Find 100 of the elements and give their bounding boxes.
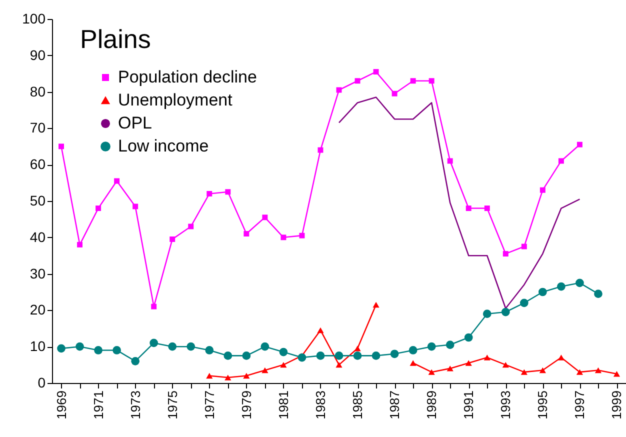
point [446, 340, 454, 349]
point [244, 231, 250, 236]
point [484, 354, 490, 360]
point [594, 367, 602, 374]
point [372, 302, 380, 308]
point [150, 338, 158, 348]
point [336, 362, 342, 368]
point [298, 353, 306, 362]
point [224, 374, 232, 380]
x-tick-label: 1985 [350, 390, 366, 420]
point [299, 232, 305, 238]
y-tick-label: 30 [30, 265, 46, 282]
point [501, 308, 510, 316]
point [427, 342, 436, 351]
x-tick-label: 1983 [312, 390, 328, 420]
y-tick-label: 10 [30, 338, 46, 354]
x-tick-label: 1973 [128, 390, 143, 420]
point [131, 356, 140, 366]
point [539, 367, 546, 374]
point [392, 90, 398, 96]
y-tick-label: 40 [30, 228, 46, 245]
point [520, 369, 528, 375]
point [502, 362, 509, 368]
point [390, 350, 399, 358]
point [447, 158, 453, 164]
point [260, 342, 270, 351]
x-tick-label: 1969 [54, 390, 69, 420]
point [353, 352, 362, 360]
point [170, 236, 176, 242]
point [521, 244, 527, 250]
point [482, 310, 492, 318]
point [538, 288, 547, 296]
point [280, 234, 286, 240]
legend-label: Population decline [118, 68, 257, 86]
x-tick-label: 1987 [387, 390, 402, 420]
point [428, 78, 434, 84]
point [114, 178, 120, 184]
x-tick-label: 1991 [461, 390, 476, 420]
point [466, 206, 472, 212]
x-tick-label: 1995 [535, 390, 550, 420]
point [354, 346, 361, 352]
point [558, 354, 564, 360]
point [373, 69, 379, 75]
point [280, 362, 287, 368]
y-tick-label: 90 [30, 46, 46, 63]
point [576, 142, 582, 148]
point [224, 352, 232, 360]
point [151, 304, 157, 310]
point [262, 367, 268, 374]
point [558, 158, 564, 164]
legend-label: Low income [118, 136, 209, 156]
y-tick-label: 60 [30, 156, 46, 172]
point [225, 189, 231, 195]
x-tick-label: 1971 [90, 390, 106, 420]
y-tick-label: 20 [30, 302, 46, 318]
point [132, 204, 138, 210]
point [410, 78, 416, 84]
point [168, 342, 177, 351]
point [354, 78, 360, 84]
point [94, 346, 102, 354]
x-tick-label: 1999 [609, 390, 624, 420]
x-tick-label: 1979 [238, 390, 254, 420]
point [428, 369, 435, 375]
point [464, 333, 473, 342]
point [186, 342, 196, 351]
point [262, 214, 268, 220]
point [557, 282, 566, 291]
point [58, 144, 64, 150]
x-tick-label: 1981 [276, 390, 291, 420]
point [243, 372, 250, 379]
point [336, 87, 342, 93]
point [540, 187, 546, 193]
x-tick-label: 1975 [164, 390, 180, 420]
point [410, 360, 416, 366]
point [334, 352, 344, 360]
point [594, 290, 602, 298]
point [96, 206, 102, 212]
point [242, 352, 251, 360]
point [76, 342, 84, 351]
point [205, 346, 214, 354]
y-tick-label: 100 [22, 10, 46, 26]
point [484, 206, 490, 212]
point [520, 298, 528, 308]
y-tick-label: 0 [38, 374, 46, 390]
point [316, 352, 325, 360]
point [206, 372, 213, 379]
point [576, 278, 584, 288]
x-tick-label: 1993 [498, 390, 514, 420]
x-tick-label: 1977 [202, 390, 217, 420]
y-tick-label: 80 [30, 83, 46, 100]
point [446, 366, 454, 372]
point [279, 348, 288, 356]
point [372, 352, 380, 360]
x-tick-label: 1989 [424, 390, 440, 420]
chart-title: Plains [80, 24, 151, 54]
point [318, 147, 324, 153]
point [188, 224, 194, 230]
legend-label: OPL [118, 114, 152, 132]
point [576, 369, 583, 375]
legend-label: Unemployment [118, 90, 233, 110]
